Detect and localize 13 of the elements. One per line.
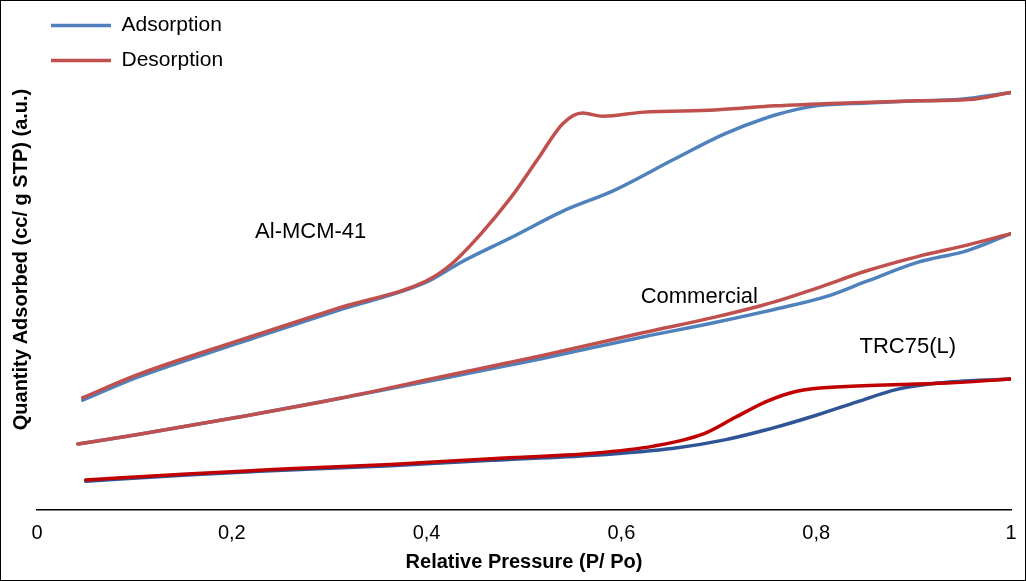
x-tick-label: 1 — [1005, 520, 1017, 543]
annotation: Commercial — [640, 282, 758, 308]
annotation: TRC75(L) — [859, 333, 957, 359]
x-tick-label: 0,6 — [607, 520, 636, 543]
legend-label: Adsorption — [121, 12, 222, 36]
x-tick-label: 0,2 — [217, 520, 246, 543]
x-axis-title: Relative Pressure (P/ Po) — [405, 549, 643, 572]
legend-label: Desorption — [121, 47, 224, 71]
x-tick-label: 0,8 — [802, 520, 831, 543]
annotation: Al-MCM-41 — [255, 217, 367, 243]
y-axis-title: Quantity Adsorbed (cc/ g STP) (a.u.) — [8, 88, 31, 431]
x-tick-label: 0,4 — [412, 520, 441, 543]
x-tick-label: 0 — [31, 520, 43, 543]
